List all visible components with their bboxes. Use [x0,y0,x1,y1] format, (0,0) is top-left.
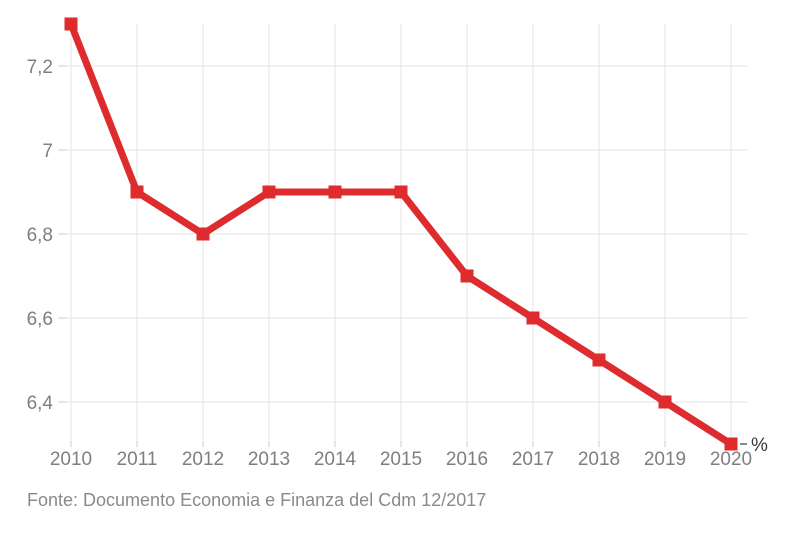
x-tick-label: 2019 [644,449,686,470]
data-point-marker [724,437,738,451]
y-tick-label: 6,4 [27,393,54,414]
data-point-marker [592,353,606,367]
data-point-marker [196,227,210,241]
x-tick-label: 2012 [182,449,224,470]
source-note: Fonte: Documento Economia e Finanza del … [27,490,487,510]
data-point-marker [328,185,342,199]
data-point-marker [526,311,540,325]
data-point-marker [64,17,78,31]
y-tick-label: 6,8 [27,225,53,246]
data-point-marker [130,185,144,199]
y-tick-label: 6,6 [27,309,53,330]
x-tick-label: 2018 [578,449,620,470]
x-tick-label: 2010 [50,449,92,470]
x-tick-label: 2011 [117,449,158,470]
series-end-label: % [751,435,768,456]
x-tick-label: 2014 [314,449,357,470]
data-point-marker [262,185,276,199]
data-point-marker [658,395,672,409]
x-tick-label: 2020 [710,449,752,470]
x-tick-label: 2013 [248,449,290,470]
x-tick-label: 2015 [380,449,422,470]
data-point-marker [460,269,474,283]
x-tick-label: 2017 [512,449,554,470]
y-tick-label: 7,2 [27,57,53,78]
data-point-marker [394,185,408,199]
x-tick-label: 2016 [446,449,488,470]
y-tick-label: 7 [42,141,53,162]
